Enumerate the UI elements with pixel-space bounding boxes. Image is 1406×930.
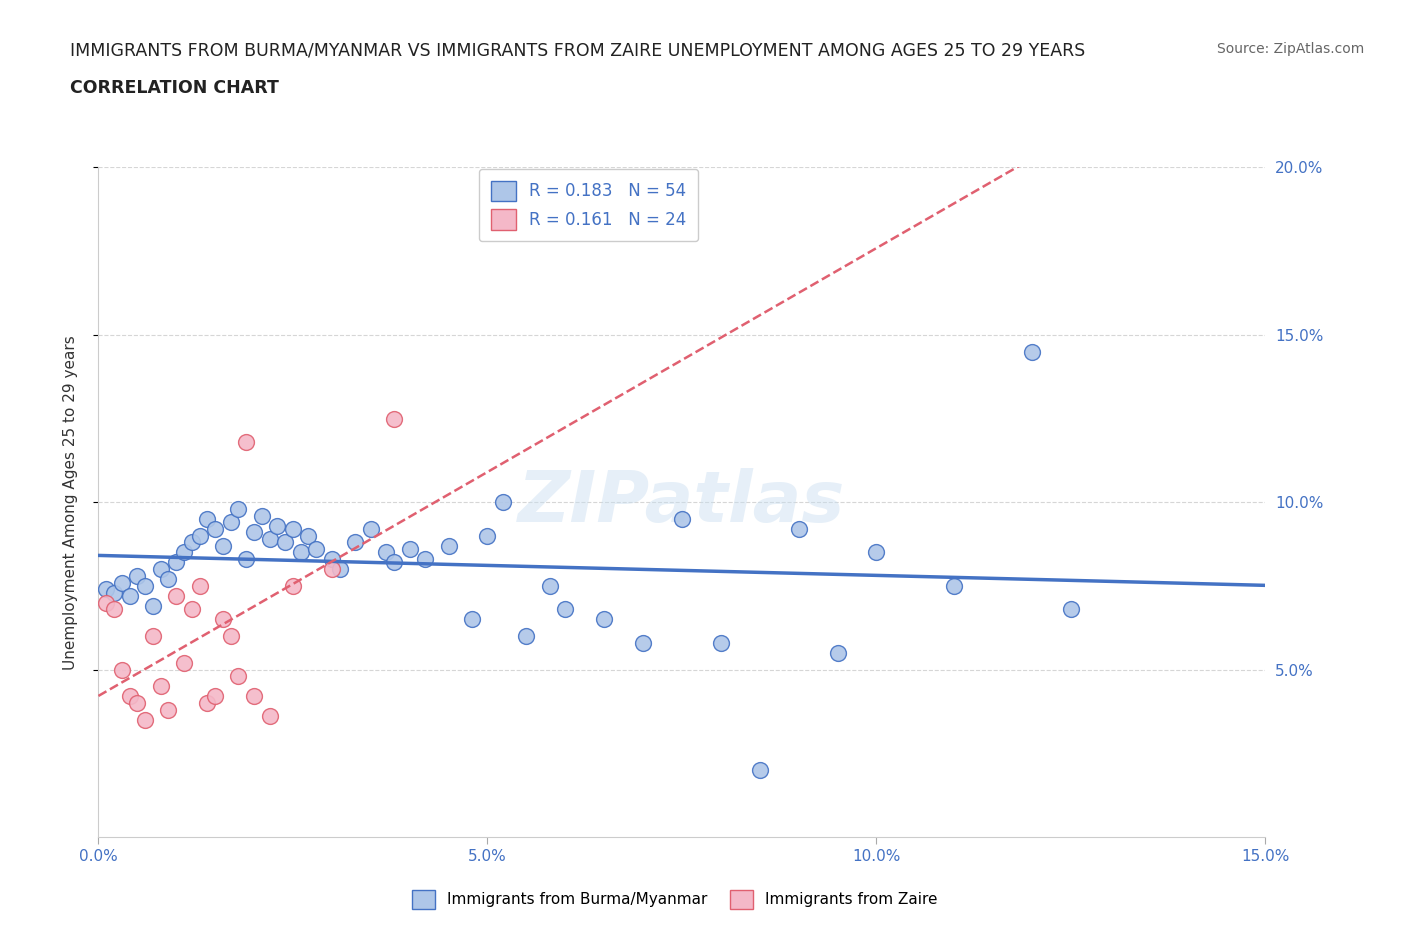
- Point: [165, 555, 187, 570]
- Point: [827, 645, 849, 660]
- Point: [103, 585, 125, 600]
- Point: [118, 689, 141, 704]
- Point: [1060, 602, 1083, 617]
- Point: [593, 612, 616, 627]
- Point: [228, 669, 250, 684]
- Point: [671, 512, 693, 526]
- Point: [212, 612, 235, 627]
- Point: [165, 589, 187, 604]
- Point: [266, 518, 288, 533]
- Point: [243, 525, 266, 539]
- Point: [180, 602, 202, 617]
- Point: [360, 522, 382, 537]
- Point: [538, 578, 561, 593]
- Point: [118, 589, 141, 604]
- Point: [344, 535, 367, 550]
- Point: [188, 528, 211, 543]
- Point: [321, 562, 343, 577]
- Y-axis label: Unemployment Among Ages 25 to 29 years: Unemployment Among Ages 25 to 29 years: [63, 335, 77, 670]
- Point: [173, 545, 195, 560]
- Point: [321, 551, 343, 566]
- Point: [1021, 344, 1043, 359]
- Point: [398, 541, 420, 556]
- Text: Source: ZipAtlas.com: Source: ZipAtlas.com: [1216, 42, 1364, 56]
- Point: [149, 562, 172, 577]
- Point: [96, 595, 118, 610]
- Point: [127, 696, 149, 711]
- Point: [157, 572, 180, 587]
- Point: [111, 575, 134, 590]
- Legend: Immigrants from Burma/Myanmar, Immigrants from Zaire: Immigrants from Burma/Myanmar, Immigrant…: [402, 881, 948, 918]
- Point: [212, 538, 235, 553]
- Point: [195, 696, 218, 711]
- Point: [96, 582, 118, 597]
- Point: [492, 495, 515, 510]
- Point: [748, 763, 770, 777]
- Point: [127, 568, 149, 583]
- Point: [274, 535, 297, 550]
- Legend: R = 0.183   N = 54, R = 0.161   N = 24: R = 0.183 N = 54, R = 0.161 N = 24: [479, 169, 697, 242]
- Point: [259, 709, 281, 724]
- Point: [631, 635, 654, 650]
- Point: [382, 555, 405, 570]
- Point: [134, 712, 156, 727]
- Point: [710, 635, 733, 650]
- Point: [281, 578, 304, 593]
- Point: [157, 702, 180, 717]
- Point: [297, 528, 319, 543]
- Point: [281, 522, 304, 537]
- Point: [173, 656, 195, 671]
- Point: [228, 501, 250, 516]
- Point: [235, 551, 257, 566]
- Point: [437, 538, 460, 553]
- Point: [290, 545, 312, 560]
- Point: [235, 434, 257, 449]
- Text: ZIPatlas: ZIPatlas: [519, 468, 845, 537]
- Point: [219, 515, 242, 530]
- Point: [554, 602, 576, 617]
- Point: [259, 532, 281, 547]
- Point: [515, 629, 537, 644]
- Point: [943, 578, 966, 593]
- Point: [413, 551, 436, 566]
- Point: [865, 545, 887, 560]
- Point: [219, 629, 242, 644]
- Point: [180, 535, 202, 550]
- Point: [305, 541, 328, 556]
- Point: [134, 578, 156, 593]
- Point: [250, 508, 273, 523]
- Point: [375, 545, 398, 560]
- Point: [111, 662, 134, 677]
- Point: [103, 602, 125, 617]
- Point: [787, 522, 810, 537]
- Point: [142, 629, 165, 644]
- Point: [329, 562, 352, 577]
- Point: [204, 522, 226, 537]
- Point: [243, 689, 266, 704]
- Point: [195, 512, 218, 526]
- Point: [149, 679, 172, 694]
- Point: [204, 689, 226, 704]
- Text: CORRELATION CHART: CORRELATION CHART: [70, 79, 280, 97]
- Point: [188, 578, 211, 593]
- Point: [477, 528, 499, 543]
- Point: [461, 612, 484, 627]
- Point: [382, 411, 405, 426]
- Text: IMMIGRANTS FROM BURMA/MYANMAR VS IMMIGRANTS FROM ZAIRE UNEMPLOYMENT AMONG AGES 2: IMMIGRANTS FROM BURMA/MYANMAR VS IMMIGRA…: [70, 42, 1085, 60]
- Point: [142, 599, 165, 614]
